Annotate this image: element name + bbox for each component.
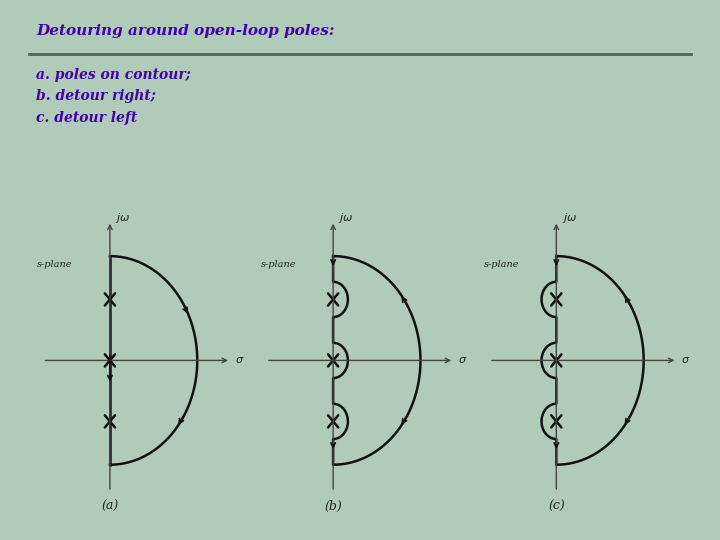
Text: s-plane: s-plane (484, 260, 519, 268)
Text: (a): (a) (102, 500, 119, 512)
Text: $j\omega$: $j\omega$ (115, 211, 130, 225)
Text: s-plane: s-plane (261, 260, 296, 268)
Text: (b): (b) (324, 500, 342, 512)
Text: $\sigma$: $\sigma$ (681, 355, 690, 366)
Text: b. detour right;: b. detour right; (36, 89, 156, 103)
Text: $j\omega$: $j\omega$ (562, 211, 577, 225)
Text: $\sigma$: $\sigma$ (235, 355, 244, 366)
Text: $\sigma$: $\sigma$ (458, 355, 467, 366)
Text: s-plane: s-plane (37, 260, 73, 268)
Text: $j\omega$: $j\omega$ (338, 211, 354, 225)
Text: Detouring around open-loop poles:: Detouring around open-loop poles: (36, 24, 335, 38)
Text: c. detour left: c. detour left (36, 111, 138, 125)
Text: (c): (c) (548, 500, 564, 512)
Text: a. poles on contour;: a. poles on contour; (36, 68, 191, 82)
